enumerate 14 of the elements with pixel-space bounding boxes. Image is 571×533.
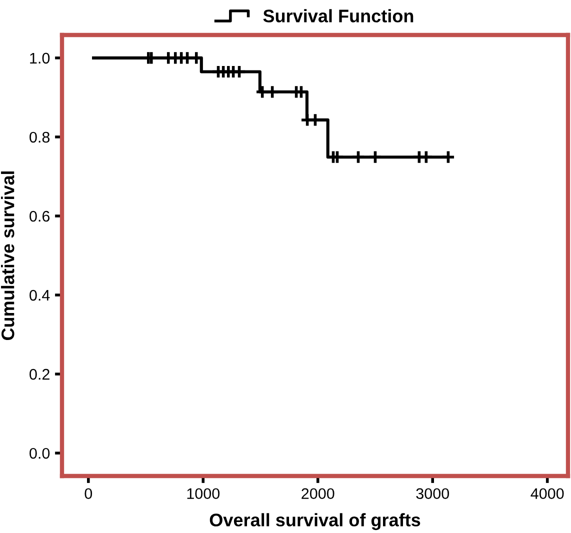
y-tick-label: 0.0 [30,448,50,459]
x-tick-label: 2000 [302,488,334,500]
x-tick-label: 4000 [530,488,564,500]
y-tick-label: 0.6 [30,210,50,222]
x-axis-title: Overall survival of grafts [210,513,420,530]
x-tick-label: 1000 [187,488,220,500]
y-tick-label: 1.0 [30,52,50,64]
x-tick-label: 0 [84,488,92,500]
x-tick-label: 3000 [416,488,450,500]
y-tick-label: 0.8 [30,132,50,143]
y-axis-title: Cumulative survival [1,171,14,340]
y-tick-label: 0.4 [30,290,50,301]
y-tick-label: 0.2 [30,368,50,380]
legend-label: Survival Function [263,9,414,22]
